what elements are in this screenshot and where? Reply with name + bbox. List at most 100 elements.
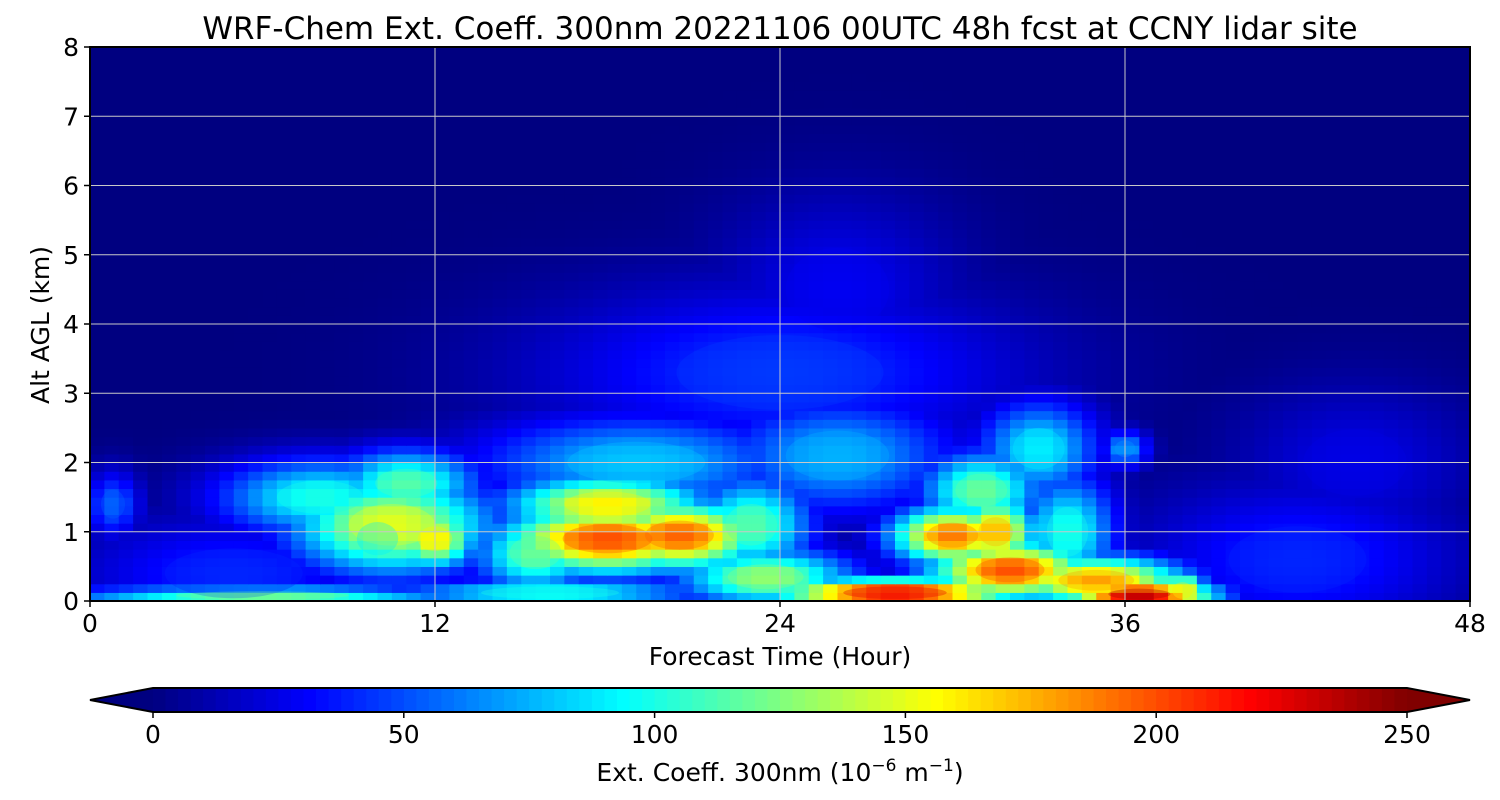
heat-cell [1441,445,1457,455]
heat-cell [205,566,220,576]
heat-cell [233,488,249,498]
heat-cell [305,332,321,342]
heat-cell [1053,419,1069,429]
heat-cell [1412,419,1428,429]
heat-cell [1240,410,1255,420]
heat-cell [736,514,752,524]
heat-cell [550,263,565,273]
heat-cell [880,436,896,446]
heat-cell [650,427,666,438]
heat-cell [219,384,235,394]
heat-cell [923,445,939,455]
heat-cell [1383,453,1399,464]
heat-cell [578,462,594,472]
heat-cell [851,549,867,559]
heat-cell [909,384,925,394]
heat-cell [118,324,134,334]
heat-cell [636,575,652,585]
heat-cell [1398,549,1414,559]
heat-cell [780,531,795,542]
heat-cell [1110,393,1126,403]
heat-cell [952,540,968,550]
heat-cell [593,185,609,195]
heat-cell [190,540,206,550]
heat-cell [1383,462,1399,472]
heat-cell [521,176,537,187]
heat-cell [1297,445,1313,455]
heat-cell [1211,220,1227,230]
heat-cell [219,263,235,273]
heat-cell [823,523,839,533]
heat-cell [808,324,824,334]
heat-cell [564,427,580,438]
heat-cell [363,419,379,429]
heat-cell [463,263,479,273]
heat-cell [1225,592,1241,601]
heat-cell [621,453,637,464]
heat-cell [420,471,436,481]
heat-cell [1038,176,1054,187]
heat-cell [262,479,278,490]
heat-cell [550,566,565,576]
heat-cell [506,211,522,221]
heat-cell [147,592,163,601]
heat-cell [334,341,350,351]
heat-cell [176,453,192,464]
heat-cell [923,375,939,386]
heat-cell [1311,384,1327,394]
heat-cell [1240,445,1255,455]
heat-cell [406,202,422,213]
heat-cell [1168,168,1184,178]
heat-cell [305,202,321,213]
heat-cell [808,393,824,403]
heat-cell [248,332,264,342]
heat-cell [176,462,192,472]
heat-cell [435,566,450,576]
heat-cell [133,410,149,420]
heat-cell [1283,497,1299,507]
heat-cell [420,514,436,524]
heat-cell [1153,289,1169,299]
heat-cell [334,280,350,290]
heat-cell [506,445,522,455]
heat-cell [736,592,752,601]
heat-cell [866,531,882,542]
heat-cell [708,263,724,273]
heat-cell [1426,254,1442,265]
heat-cell [909,583,925,593]
heat-cell [506,393,522,403]
heat-cell [334,427,350,438]
heat-cell [205,427,220,438]
heat-cell [866,358,882,368]
heat-cell [621,497,637,507]
heat-cell [1412,211,1428,221]
heat-cell [736,384,752,394]
heat-cell [262,523,278,533]
heat-cell [1240,505,1255,516]
heat-cell [938,557,954,567]
heat-cell [133,583,149,593]
heat-cell [1024,445,1040,455]
heat-cell [1326,592,1342,601]
heat-cell [1412,436,1428,446]
heat-cell [722,289,738,299]
heat-cell [981,531,997,542]
heat-cell [1125,471,1140,481]
heat-cell [1153,427,1169,438]
heat-cell [995,289,1011,299]
heat-cell [449,211,465,221]
heat-cell [248,185,264,195]
heat-cell [420,401,436,412]
heat-cell [751,436,767,446]
heat-cell [693,393,709,403]
heat-cell [780,471,795,481]
heat-cell [780,324,795,334]
heat-cell [1355,445,1370,455]
heat-cell [1196,263,1212,273]
heat-cell [276,436,292,446]
heat-cell [895,549,910,559]
heat-cell [938,367,954,377]
heat-cell [1240,384,1255,394]
heat-cell [837,393,853,403]
heat-cell [463,194,479,204]
